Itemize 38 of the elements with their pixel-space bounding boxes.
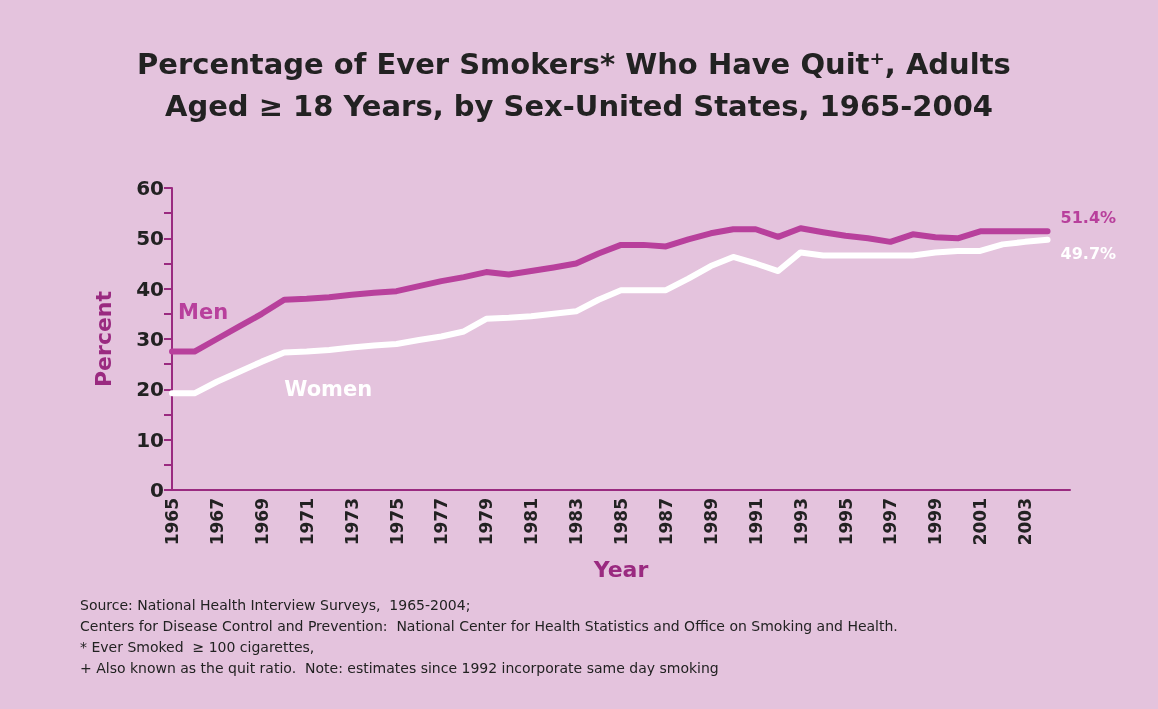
x-tick-label: 1977: [431, 498, 452, 546]
x-tick-label: 1965: [162, 498, 182, 546]
x-tick-label: 1967: [206, 498, 227, 546]
x-tick-label: 2001: [970, 498, 991, 546]
text: Centers for Disease Control and Prevention: National Center for Health Statistics and Office on Smoking and Health.: [80, 618, 898, 634]
x-tick-label: 1971: [296, 498, 317, 546]
y-tick-label: 30: [136, 327, 164, 351]
y-tick-label: 0: [150, 478, 164, 502]
x-tick-label: 1973: [341, 498, 362, 546]
x-tick-label: 2003: [1015, 498, 1036, 546]
series-label: Men: [178, 300, 229, 325]
x-tick-label: 1993: [790, 498, 811, 546]
x-axis-title: Year: [592, 556, 649, 582]
x-tick-label: 1991: [745, 498, 766, 546]
y-tick-label: 10: [136, 427, 164, 452]
y-tick-label: 20: [136, 377, 164, 402]
x-tick-label: 1999: [925, 498, 946, 546]
x-tick-label: 1981: [521, 498, 542, 546]
x-tick-label: 1989: [700, 498, 721, 546]
text: * Ever Smoked ≥ 100 cigarettes,: [80, 639, 315, 655]
y-tick-label: 60: [136, 176, 164, 200]
x-tick-label: 1997: [880, 498, 901, 546]
x-tick-label: 1969: [251, 498, 272, 546]
x-tick-label: 1983: [566, 498, 587, 546]
x-tick-label: 1975: [386, 498, 407, 546]
x-tick-label: 1987: [655, 498, 676, 546]
y-tick-label: 40: [136, 276, 164, 301]
data-label: 51.4%: [1060, 207, 1117, 227]
data-label: 49.7%: [1060, 244, 1117, 264]
y-tick-label: 50: [136, 226, 164, 251]
source-note: Source: National Health Interview Surveys, 1965-2004;: [80, 597, 471, 613]
x-tick-label: 1995: [835, 498, 856, 546]
series-label: Women: [284, 377, 373, 402]
x-tick-label: 1985: [611, 498, 631, 546]
y-axis-title: Percent: [90, 290, 116, 388]
x-tick-label: 1979: [476, 498, 497, 546]
text: + Also known as the quit ratio. Note: estimates since 1992 incorporate same day smoking: [80, 660, 719, 676]
chart-title: Percentage of Ever Smokers* Who Have Quit⁺, Adults Aged ≥ 18 Years, by Sex-United States, 1965-2004: [137, 47, 1021, 123]
